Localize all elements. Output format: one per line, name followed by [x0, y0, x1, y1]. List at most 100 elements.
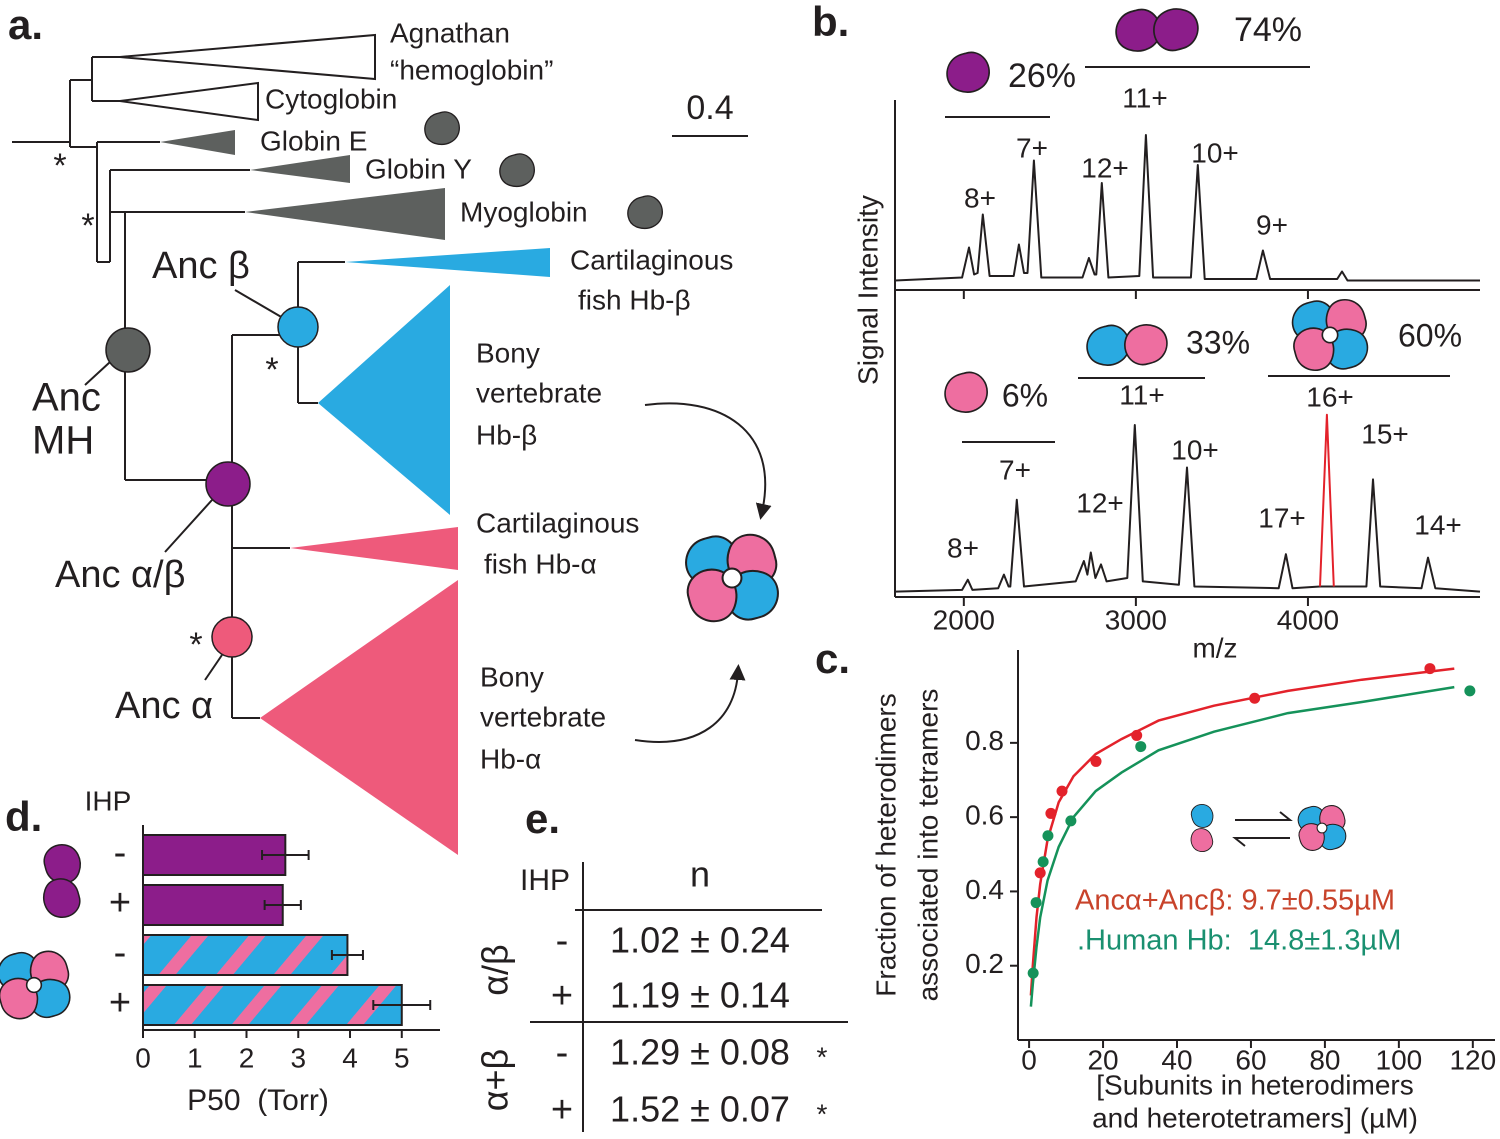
peak-label: 10+ — [1171, 434, 1219, 465]
peak-label: 16+ — [1306, 381, 1354, 412]
tetramer-icon — [686, 535, 778, 621]
x-tick-label: 5 — [394, 1042, 410, 1073]
error-bar — [263, 900, 302, 910]
node-label: Anc — [32, 376, 101, 420]
node-label: MH — [32, 419, 94, 463]
peak-label: 60% — [1398, 317, 1462, 353]
equilibrium-arrows — [1232, 811, 1293, 847]
clade-label: fish Hb-α — [484, 548, 597, 579]
point — [1037, 856, 1049, 868]
globin-icon — [424, 111, 460, 146]
peak-label: 11+ — [1119, 379, 1164, 410]
support-star: * — [189, 626, 202, 664]
panel-label: a. — [8, 1, 43, 48]
table-header: n — [690, 854, 710, 895]
table-cell: + — [551, 975, 573, 1017]
tree: a. 0.4 Agnathan “hemoglobin” Cytoglobin … — [8, 1, 778, 855]
peak-label: 15+ — [1361, 418, 1409, 449]
table-cell: * — [817, 1041, 828, 1072]
y-tick-label: 0.4 — [965, 874, 1004, 905]
peak-label: 9+ — [1256, 209, 1288, 240]
hill-table — [530, 862, 848, 1132]
point — [1065, 815, 1077, 827]
globin-icon — [627, 195, 663, 230]
category-label: + — [109, 982, 131, 1024]
x-axis-label: P50 (Torr) — [187, 1084, 329, 1117]
x-axis-label: [Subunits in heterodimers — [1096, 1069, 1414, 1100]
peak-label: 7+ — [999, 454, 1031, 485]
peak-label: 74% — [1234, 11, 1302, 49]
peak-label: 6% — [1002, 377, 1048, 413]
table-cell: 1.02 ± 0.24 — [610, 920, 790, 961]
arrow — [634, 664, 746, 743]
dimer-icon — [1124, 324, 1168, 366]
x-tick-label: 4000 — [1277, 604, 1339, 635]
clade-label: Agnathan — [390, 17, 510, 48]
peak-label: 14+ — [1414, 509, 1462, 540]
ancestor-node — [277, 306, 319, 348]
peak-label: 8+ — [947, 532, 979, 563]
clade-label: Hb-β — [476, 419, 537, 450]
peak-label: 7+ — [1016, 132, 1048, 163]
x-tick-label: 40 — [1161, 1044, 1192, 1075]
legend-label: .Human Hb: 14.8±1.3µM — [1077, 925, 1401, 957]
category-label: - — [114, 932, 127, 974]
dimer-icon — [43, 878, 81, 918]
group-label: α/β — [475, 944, 516, 996]
peak-label: 10+ — [1191, 137, 1239, 168]
point — [1034, 867, 1046, 879]
panel-label: d. — [5, 793, 42, 840]
point — [1030, 897, 1042, 909]
fit-curve — [1029, 685, 1455, 1007]
peak-label: 8+ — [964, 182, 996, 213]
point — [1056, 785, 1068, 797]
peak-label: 11+ — [1122, 82, 1167, 113]
clade-triangle — [250, 155, 350, 183]
panel-label: c. — [815, 635, 850, 682]
point — [1135, 741, 1147, 753]
clade-triangle — [318, 285, 450, 515]
table-cell: - — [556, 1032, 569, 1074]
clade-triangle — [160, 130, 235, 155]
x-axis-label: m/z — [1192, 632, 1237, 663]
panel-label: e. — [525, 795, 560, 842]
support-star: * — [81, 207, 94, 245]
node-label: Anc β — [152, 245, 250, 287]
point — [1042, 830, 1054, 842]
clade-label: Globin Y — [365, 153, 472, 184]
table-cell: + — [551, 1089, 573, 1131]
spectrum — [894, 424, 1481, 593]
clade-label: Cartilaginous — [570, 244, 733, 275]
clade-label: vertebrate — [476, 377, 602, 408]
table-cell: 1.19 ± 0.14 — [610, 975, 790, 1016]
table-cell: * — [817, 1098, 828, 1129]
x-tick-label: 120 — [1449, 1044, 1496, 1075]
clade-label: “hemoglobin” — [390, 54, 553, 85]
tetramer-icon — [1298, 806, 1346, 851]
support-star: * — [265, 351, 278, 389]
y-tick-label: 0.8 — [965, 725, 1004, 756]
clade-label: Hb-α — [480, 743, 541, 774]
monomer-icon — [944, 371, 988, 413]
spectrum — [1319, 413, 1335, 587]
tree-branches — [12, 56, 345, 719]
fit-curve — [1029, 667, 1455, 996]
x-tick-label: 2000 — [933, 604, 995, 635]
panel-label: b. — [812, 0, 849, 45]
ancestor-node — [105, 327, 151, 373]
support-star: * — [53, 147, 66, 185]
error-bar — [330, 950, 364, 960]
tetramer-icon — [0, 951, 70, 1018]
peak-label: 26% — [1008, 57, 1076, 95]
clade-triangle — [345, 248, 550, 277]
x-tick-label: 20 — [1087, 1044, 1118, 1075]
x-tick-label: 80 — [1309, 1044, 1340, 1075]
clade-triangle — [260, 580, 458, 855]
x-tick-label: 3 — [290, 1042, 306, 1073]
point — [1424, 663, 1436, 675]
x-tick-label: 1 — [187, 1042, 203, 1073]
node-label: Anc α/β — [55, 554, 185, 596]
error-bar — [261, 850, 310, 860]
ancestor-node — [205, 461, 251, 507]
bar — [142, 884, 284, 926]
